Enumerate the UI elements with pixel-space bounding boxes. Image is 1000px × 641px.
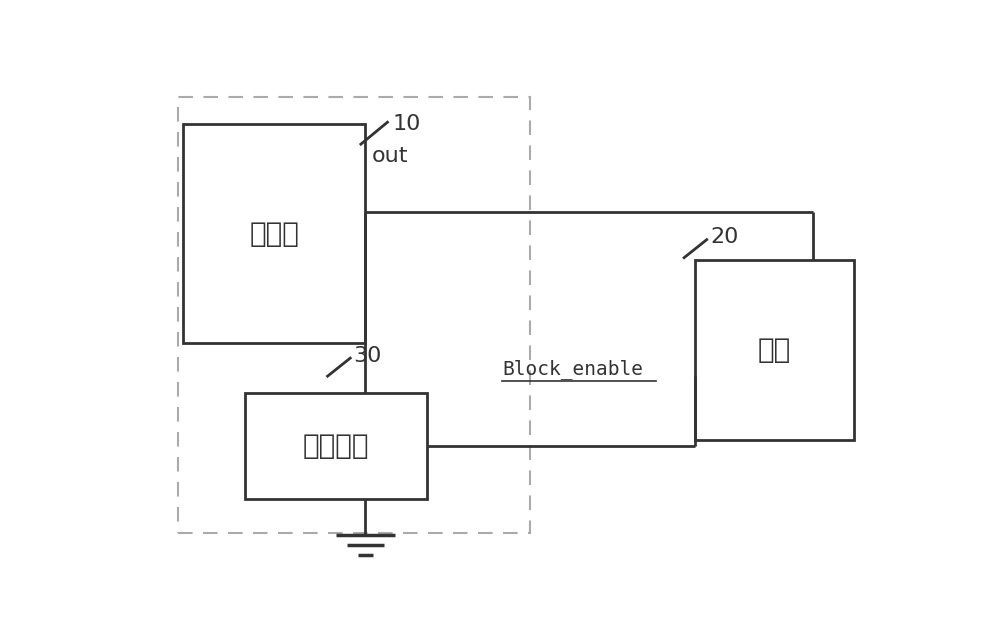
Text: out: out bbox=[371, 146, 408, 166]
Bar bbox=[178, 97, 530, 533]
Text: 负载: 负载 bbox=[757, 336, 791, 363]
Text: 20: 20 bbox=[710, 227, 738, 247]
Bar bbox=[245, 393, 427, 499]
Text: 主电路: 主电路 bbox=[249, 220, 299, 247]
Text: 10: 10 bbox=[392, 113, 421, 134]
Text: Block_enable: Block_enable bbox=[502, 359, 643, 379]
Bar bbox=[695, 260, 854, 440]
Text: 辅助模块: 辅助模块 bbox=[303, 432, 369, 460]
Bar bbox=[183, 124, 365, 344]
Text: 30: 30 bbox=[354, 345, 382, 365]
